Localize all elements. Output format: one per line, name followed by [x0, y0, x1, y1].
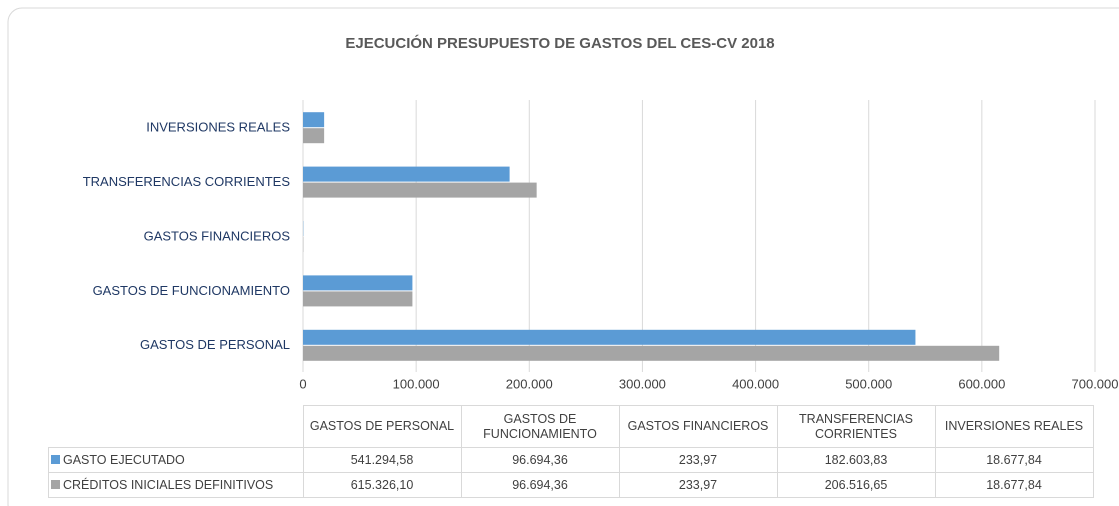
table-header-cell: INVERSIONES REALES [934, 405, 1094, 448]
x-tick-label: 100.000 [393, 376, 440, 391]
bar [303, 329, 916, 345]
table-value: 18.677,84 [934, 472, 1094, 498]
table-row: GASTO EJECUTADO 541.294,58 96.694,36 233,97… [48, 447, 1094, 473]
y-tick-label: INVERSIONES REALES [146, 120, 290, 135]
x-tick-label: 300.000 [619, 376, 666, 391]
table-value: 615.326,10 [302, 472, 462, 498]
y-tick-label: GASTOS DE FUNCIONAMIENTO [93, 283, 290, 298]
table-value: 233,97 [618, 447, 778, 473]
bar [303, 345, 1000, 361]
bar [303, 128, 325, 144]
legend-label: CRÉDITOS INICIALES DEFINITIVOS [63, 477, 274, 492]
y-tick-label: GASTOS FINANCIEROS [144, 228, 291, 243]
bar [303, 275, 413, 291]
table-header: GASTOS DE PERSONAL GASTOS DE FUNCIONAMIEN… [49, 405, 1094, 448]
table-header-cell: GASTOS DE FUNCIONAMIENTO [460, 405, 620, 448]
legend-entry: GASTO EJECUTADO [48, 447, 304, 473]
bar [303, 291, 413, 307]
legend-swatch [51, 479, 60, 489]
table-value: 96.694,36 [460, 472, 620, 498]
table-header-cell: TRANSFERENCIAS CORRIENTES [776, 405, 936, 448]
legend-swatch [51, 454, 60, 464]
chart-title: EJECUCIÓN PRESUPUESTO DE GASTOS DEL CES-… [345, 34, 774, 52]
table-header-cell: GASTOS FINANCIEROS [618, 405, 778, 448]
x-tick-label: 0 [299, 376, 306, 391]
data-table: GASTOS DE PERSONAL GASTOS DE FUNCIONAMIEN… [48, 405, 1094, 498]
x-tick-label: 600.000 [958, 376, 1005, 391]
x-tick-label: 400.000 [732, 376, 779, 391]
bar [303, 182, 537, 198]
table-corner [49, 406, 304, 448]
table-value: 182.603,83 [776, 447, 936, 473]
y-tick-label: TRANSFERENCIAS CORRIENTES [83, 174, 291, 189]
x-tick-label: 200.000 [506, 376, 553, 391]
table-row: CRÉDITOS INICIALES DEFINITIVOS 615.326,10… [48, 472, 1094, 498]
legend-entry: CRÉDITOS INICIALES DEFINITIVOS [48, 472, 304, 498]
table-value: 541.294,58 [302, 447, 462, 473]
x-tick-label: 700.000 [1072, 376, 1119, 391]
x-tick-label: 500.000 [845, 376, 892, 391]
table-value: 206.516,65 [776, 472, 936, 498]
table-value: 96.694,36 [460, 447, 620, 473]
table-value: 233,97 [618, 472, 778, 498]
y-tick-label: GASTOS DE PERSONAL [140, 337, 290, 352]
chart-frame [7, 7, 1119, 506]
table-value: 18.677,84 [934, 447, 1094, 473]
bar [303, 112, 325, 128]
legend-label: GASTO EJECUTADO [63, 452, 185, 467]
table-header-cell: GASTOS DE PERSONAL [302, 405, 462, 448]
bar [303, 166, 510, 182]
